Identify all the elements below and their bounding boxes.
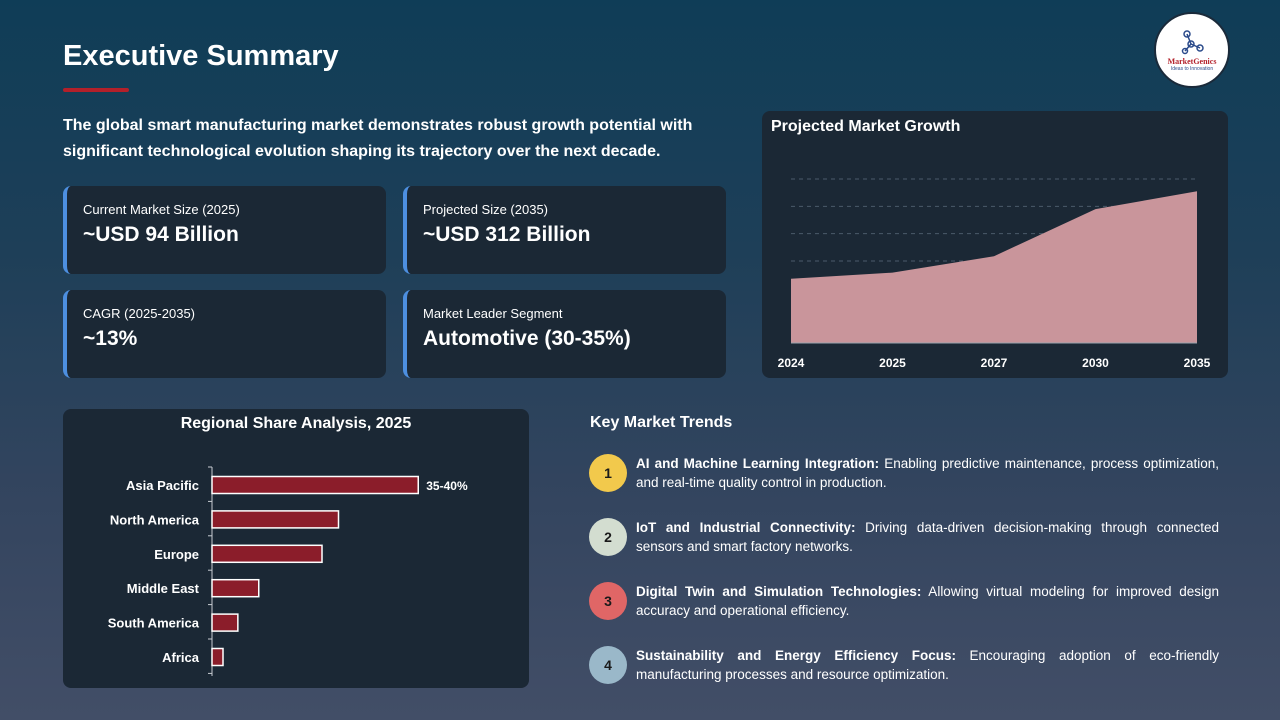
trend-item: 1 AI and Machine Learning Integration: E… [589,454,1219,494]
region-chart-title: Regional Share Analysis, 2025 [180,415,412,432]
stat-card-current-size: Current Market Size (2025) ~USD 94 Billi… [63,186,386,274]
stat-card-projected-size: Projected Size (2035) ~USD 312 Billion [403,186,726,274]
trend-body: Allowing virtual modeling for improved d… [636,584,1219,618]
growth-chart-title: Projected Market Growth [771,118,961,135]
x-tick-label: 2025 [879,356,906,370]
stat-value: Automotive (30-35%) [423,327,631,350]
bar [211,578,260,598]
category-label: North America [110,512,200,527]
trend-item: 4 Sustainability and Energy Efficiency F… [589,646,1219,686]
bar [211,613,239,632]
page-title: Executive Summary [63,40,339,72]
growth-chart-panel: Projected Market Growth 2024 2025 2027 2030… [762,111,1228,378]
trend-text: AI and Machine Learning Integration: Ena… [636,454,1219,492]
category-label: Middle East [127,581,200,596]
intro-text: The global smart manufacturing market de… [63,117,693,160]
title-underline [63,88,129,92]
category-label: Africa [162,650,200,665]
growth-area-series [791,191,1197,343]
stat-card-cagr: CAGR (2025-2035) ~13% [63,290,386,378]
trend-number-badge: 4 [589,646,627,684]
bar [211,544,323,564]
bar [211,510,340,529]
trend-heading: Digital Twin and Simulation Technologies… [636,584,922,599]
x-tick-label: 2035 [1184,356,1211,370]
trend-number-badge: 1 [589,454,627,492]
trend-body: Driving data-driven decision-making thro… [636,520,1219,554]
trend-body: Encouraging adoption of eco-friendly man… [636,648,1219,682]
bar [211,647,224,667]
trend-number-badge: 2 [589,518,627,556]
logo-tagline: Ideas to Innovation [1170,65,1214,72]
trend-body: Enabling predictive maintenance, process… [636,456,1219,490]
x-tick-label: 2024 [778,356,805,370]
trend-number-badge: 3 [589,582,627,620]
trend-text: Sustainability and Energy Efficiency Foc… [636,646,1219,684]
category-label: Asia Pacific [126,478,199,493]
growth-chart: 2024 2025 2027 2030 2035 [778,178,1211,370]
stat-card-leader-segment: Market Leader Segment Automotive (30-35%… [403,290,726,378]
stat-label: Projected Size (2035) [423,202,549,217]
bar-value-label: 35-40% [426,479,468,493]
category-label: Europe [154,547,199,562]
trend-heading: IoT and Industrial Connectivity: [636,520,856,535]
x-tick-label: 2027 [981,356,1008,370]
x-tick-label: 2030 [1082,356,1109,370]
network-logo-icon [1181,29,1204,54]
trend-heading: AI and Machine Learning Integration: [636,456,880,471]
company-logo: MarketGenics Ideas to Innovation [1154,12,1230,88]
logo-name: MarketGenics [1167,56,1217,66]
region-chart: Asia Pacific 35-40% North America Europe Mid… [108,466,468,676]
stat-label: CAGR (2025-2035) [83,306,195,321]
trends-title: Key Market Trends [590,414,733,431]
category-label: South America [108,616,200,631]
stat-label: Current Market Size (2025) [83,202,240,217]
bar [211,475,419,495]
stat-label: Market Leader Segment [423,306,563,321]
trend-text: Digital Twin and Simulation Technologies… [636,582,1219,620]
trend-item: 3 Digital Twin and Simulation Technologi… [589,582,1219,622]
trend-text: IoT and Industrial Connectivity: Driving… [636,518,1219,556]
trend-heading: Sustainability and Energy Efficiency Foc… [636,648,956,663]
stat-value: ~13% [83,327,138,350]
region-chart-panel: Regional Share Analysis, 2025 Asia Pacif… [63,409,529,688]
stat-value: ~USD 312 Billion [423,223,591,246]
stat-value: ~USD 94 Billion [83,223,239,246]
trend-item: 2 IoT and Industrial Connectivity: Drivi… [589,518,1219,558]
